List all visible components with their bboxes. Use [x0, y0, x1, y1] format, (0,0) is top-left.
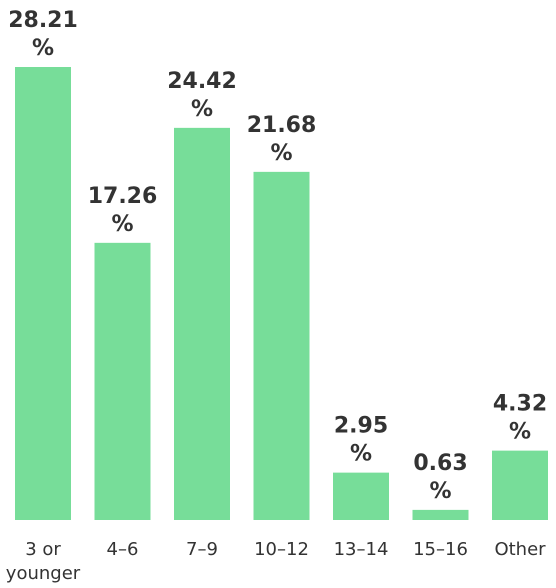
value-unit-1: % — [111, 212, 133, 237]
value-label-3: 21.68 — [247, 113, 317, 138]
value-label-2: 24.42 — [167, 69, 237, 94]
category-label-4: 13–14 — [334, 539, 389, 560]
bar-1 — [94, 242, 151, 520]
category-label-6: Other — [494, 539, 546, 560]
bar-0 — [15, 67, 71, 520]
value-label-5: 0.63 — [413, 451, 467, 476]
bar-6 — [492, 450, 548, 520]
category-label-0: 3 or younger — [6, 539, 81, 584]
category-label-5: 15–16 — [413, 539, 468, 560]
value-unit-6: % — [509, 420, 531, 445]
value-unit-2: % — [191, 97, 213, 122]
value-unit-4: % — [350, 442, 372, 467]
category-label-2: 7–9 — [186, 539, 218, 560]
category-labels-group: 3 or younger 4–6 7–9 10–12 13–14 15–16 Other — [6, 539, 546, 584]
value-unit-0: % — [32, 36, 54, 61]
bar-4 — [333, 472, 389, 520]
category-label-3: 10–12 — [254, 539, 309, 560]
value-unit-3: % — [270, 141, 292, 166]
value-unit-5: % — [429, 479, 451, 504]
bar-5 — [412, 509, 469, 520]
value-label-4: 2.95 — [334, 414, 388, 439]
value-label-1: 17.26 — [88, 184, 158, 209]
value-labels-group: 28.21% 17.26% 24.42% 21.68% 2.95% 0.63% 4.32% — [8, 8, 547, 504]
value-label-6: 4.32 — [493, 392, 547, 417]
bar-3 — [253, 171, 310, 520]
bars-group — [15, 67, 548, 520]
category-label-1: 4–6 — [107, 539, 139, 560]
bar-2 — [174, 127, 230, 520]
value-label-0: 28.21 — [8, 8, 78, 33]
